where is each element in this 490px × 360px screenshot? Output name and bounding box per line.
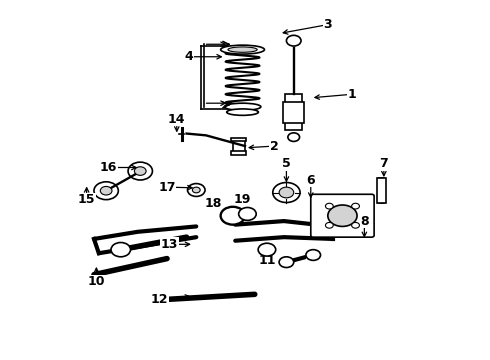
Circle shape	[188, 184, 205, 197]
Bar	[231, 138, 246, 141]
Text: 13: 13	[161, 238, 178, 251]
Circle shape	[279, 257, 294, 267]
Text: 14: 14	[168, 113, 186, 126]
Circle shape	[100, 186, 112, 195]
Text: 4: 4	[185, 50, 194, 63]
Circle shape	[287, 35, 301, 46]
Text: 15: 15	[78, 193, 96, 206]
Circle shape	[306, 249, 320, 260]
Text: 18: 18	[205, 197, 222, 210]
Circle shape	[325, 203, 333, 209]
Bar	[231, 152, 246, 155]
Bar	[283, 102, 304, 123]
Ellipse shape	[228, 47, 257, 52]
Text: 1: 1	[348, 88, 357, 101]
Circle shape	[279, 187, 294, 198]
FancyBboxPatch shape	[311, 194, 374, 237]
Text: 12: 12	[151, 293, 169, 306]
Circle shape	[288, 133, 299, 141]
Bar	[285, 94, 302, 130]
Ellipse shape	[220, 45, 265, 54]
Text: 19: 19	[234, 193, 251, 206]
Circle shape	[239, 207, 256, 220]
Circle shape	[111, 243, 130, 257]
Text: 2: 2	[270, 140, 279, 153]
Circle shape	[134, 167, 146, 175]
Text: 3: 3	[323, 18, 332, 31]
Text: 17: 17	[158, 181, 176, 194]
Ellipse shape	[227, 109, 258, 115]
Text: 5: 5	[282, 157, 291, 170]
Text: 6: 6	[306, 174, 315, 186]
Circle shape	[94, 182, 118, 200]
Circle shape	[325, 222, 333, 228]
Circle shape	[273, 183, 300, 203]
Bar	[233, 139, 245, 153]
Text: 9: 9	[306, 248, 315, 261]
Circle shape	[352, 203, 360, 209]
Text: 7: 7	[379, 157, 388, 170]
Circle shape	[220, 207, 245, 225]
Bar	[376, 178, 386, 203]
Text: 11: 11	[258, 254, 276, 267]
Text: 8: 8	[360, 215, 368, 228]
Text: 16: 16	[100, 161, 117, 174]
Circle shape	[258, 243, 276, 256]
Circle shape	[352, 222, 360, 228]
Text: 10: 10	[88, 275, 105, 288]
Circle shape	[128, 162, 152, 180]
Ellipse shape	[224, 103, 261, 111]
Circle shape	[328, 205, 357, 226]
Circle shape	[193, 187, 200, 193]
